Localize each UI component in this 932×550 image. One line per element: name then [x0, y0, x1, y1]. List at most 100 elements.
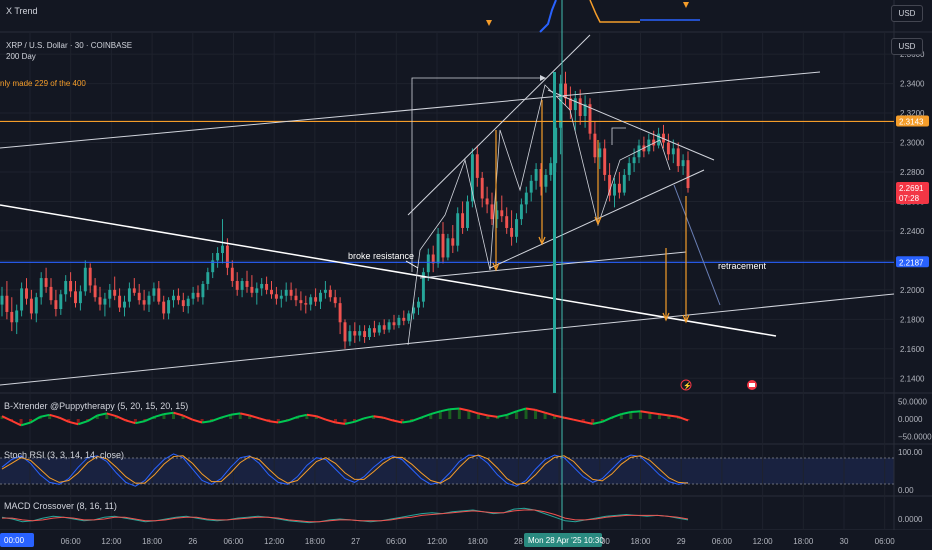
b-xtrender-bar	[343, 419, 347, 424]
b-xtrender-segment	[115, 415, 127, 422]
symbol-title[interactable]: XRP / U.S. Dollar · 30 · COINBASE	[6, 41, 132, 50]
b-xtrender-segment	[220, 413, 231, 419]
candle-body	[617, 183, 621, 193]
b-xtrender-bar	[95, 415, 99, 419]
lower-channel-line	[0, 293, 895, 386]
b-xtrender-segment	[506, 410, 517, 416]
b-xtrender-bar	[553, 415, 557, 419]
b-xtrender-bar	[133, 419, 137, 424]
b-xtrender-bar	[172, 412, 175, 419]
price-label-box	[896, 256, 929, 268]
b-xtrender-bar	[162, 414, 166, 419]
candle-body	[230, 267, 234, 282]
candle-body	[392, 322, 396, 326]
candle-body	[608, 174, 612, 196]
candle-body	[172, 295, 175, 301]
candle-body	[274, 294, 278, 299]
candle-body	[123, 301, 126, 308]
stoch-line-1	[1, 454, 689, 485]
candle-body	[309, 297, 313, 305]
time-tick: 06:00	[223, 537, 244, 546]
stoch-rsi-title: Stoch RSI (3, 3, 14, 14, close)	[4, 450, 124, 460]
triangle-lower	[489, 169, 705, 269]
candle-body	[441, 233, 445, 258]
candle-body	[108, 289, 112, 299]
candle-body	[397, 317, 401, 326]
flash-icon[interactable]	[680, 379, 692, 391]
time-tick: 12:00	[427, 537, 448, 546]
projection-arrow-head-3	[594, 216, 602, 226]
b-xtrender-segment	[268, 420, 279, 424]
x-trend-pane: X Trend	[6, 0, 700, 33]
candle-body	[603, 148, 607, 175]
candle-body	[363, 331, 367, 338]
time-tick: 30	[840, 537, 849, 546]
candle-body	[671, 148, 675, 155]
candle-body	[387, 322, 391, 330]
candle-body	[323, 289, 327, 293]
b-xtrender-segment	[535, 408, 546, 414]
candle-body	[461, 213, 465, 228]
candle-body	[39, 278, 43, 298]
candle-body	[103, 298, 107, 305]
candle-body	[265, 283, 269, 290]
candle-body	[127, 288, 131, 302]
candle-body	[485, 198, 489, 205]
drawing-tools	[0, 34, 895, 386]
candle-body	[191, 292, 195, 299]
candle-body	[662, 133, 665, 143]
time-highlight-box	[0, 533, 34, 547]
b-xtrender-segment	[30, 416, 41, 424]
b-xtrender-segment	[11, 419, 22, 427]
candle-body	[348, 331, 352, 342]
candle-body	[407, 313, 411, 321]
candle-body	[83, 267, 87, 292]
price-axis[interactable]: 2.36002.34002.32002.30002.28002.26002.24…	[896, 50, 929, 383]
candle-body	[470, 154, 474, 202]
b-xtrender-segment	[97, 412, 108, 417]
b-xtrender-segment	[420, 413, 432, 419]
b-xtrender-bar	[638, 411, 642, 419]
b-xtrender-bar	[457, 408, 461, 419]
b-xtrender-segment	[211, 416, 222, 423]
currency-button-top[interactable]: USD	[891, 5, 923, 22]
b-xtrender-bar	[629, 412, 633, 419]
candle-body	[176, 295, 180, 301]
candle-body	[29, 298, 33, 314]
b-xtrender-bar	[276, 419, 280, 423]
x-trend-marker-down-2	[683, 2, 689, 8]
annotation-retracement: retracement	[718, 261, 767, 271]
x-trend-line-blue	[539, 0, 557, 33]
candle-body	[534, 169, 538, 181]
candle-body	[686, 160, 690, 189]
candle-body	[64, 281, 68, 295]
candle-body	[451, 238, 455, 246]
b-xtrender-segment	[459, 407, 470, 412]
candle-body	[559, 83, 563, 128]
b-xtrender-segment	[573, 418, 584, 423]
candle-body	[382, 325, 386, 330]
projection-arrow-head-5	[682, 314, 690, 324]
candle-body	[666, 142, 670, 155]
candle-body	[358, 331, 362, 336]
b-xtrender-segment	[659, 413, 670, 417]
candle-body	[235, 281, 239, 290]
candle-body	[426, 254, 430, 273]
candle-body	[20, 288, 24, 311]
price-label-text: 2.2187	[899, 258, 924, 267]
candle-body	[637, 145, 641, 158]
currency-button[interactable]: USD	[891, 38, 923, 55]
candle-body	[0, 295, 4, 305]
b-xtrender-segment	[201, 420, 212, 424]
candle-series	[0, 71, 690, 349]
candle-body	[681, 160, 685, 167]
b-xtrender-bar	[76, 419, 80, 425]
macd-line-1	[2, 509, 689, 523]
stoch-band	[0, 458, 894, 484]
candle-body	[284, 289, 288, 296]
candle-body	[221, 245, 224, 254]
time-axis[interactable]: 06:00 12:00 18:00 26 06:00 12:00 18:00 27 06:00 1…	[0, 530, 932, 550]
b-xtrender-segment	[402, 420, 412, 424]
event-icons[interactable]: ⚡	[680, 379, 757, 391]
